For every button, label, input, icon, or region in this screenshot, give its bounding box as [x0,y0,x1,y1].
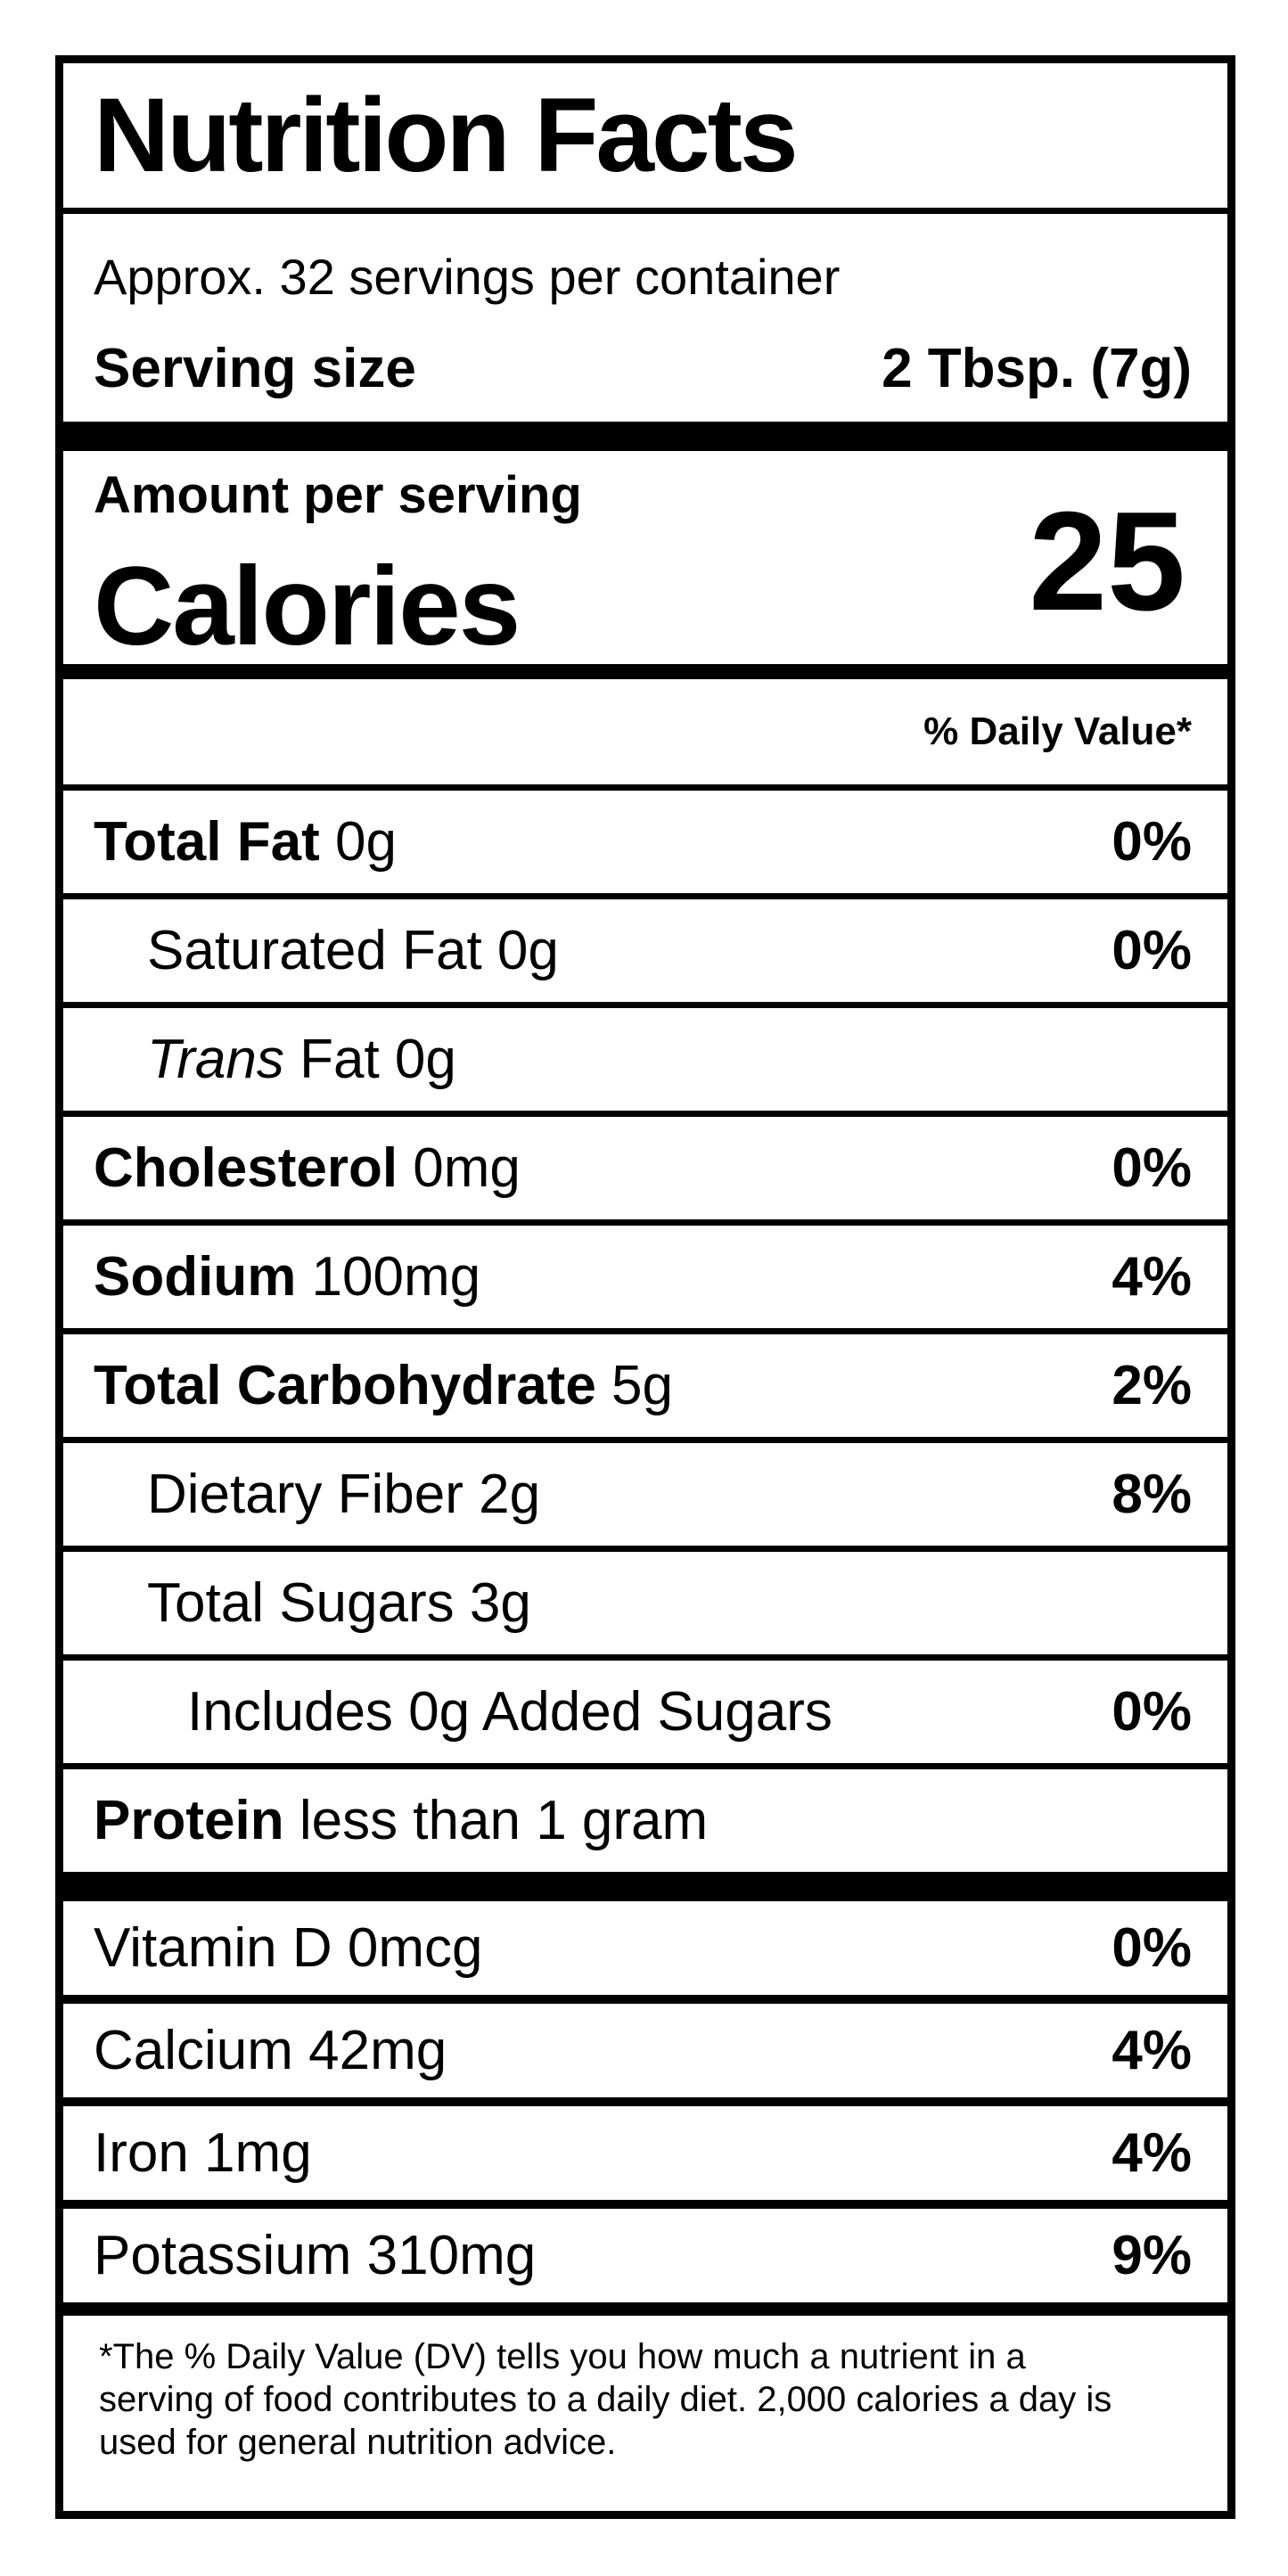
row-divider [63,2200,1227,2209]
nutrient-name-part: Calcium 42mg [94,2020,447,2081]
nutrient-name: Protein less than 1 gram [94,1789,708,1852]
nutrient-name-part: 0g [319,811,397,873]
nutrient-row: Iron 1mg 4% [63,2106,1227,2200]
nutrient-row: Protein less than 1 gram [63,1769,1227,1872]
row-divider [63,1219,1227,1226]
serving-size-label: Serving size [94,338,416,399]
nutrient-name: Cholesterol 0mg [94,1136,521,1200]
nutrient-row: Total Sugars 3g [63,1552,1227,1654]
nutrient-name: Trans Fat 0g [147,1028,456,1091]
nutrient-name: Potassium 310mg [94,2224,536,2287]
nutrient-row: Dietary Fiber 2g 8% [63,1443,1227,1546]
nutrient-daily-value: 0% [1112,811,1192,873]
nutrient-daily-value: 9% [1112,2225,1192,2286]
nutrient-row: Calcium 42mg 4% [63,2004,1227,2097]
nutrient-daily-value: 0% [1112,920,1192,981]
nutrient-name: Includes 0g Added Sugars [187,1680,833,1743]
nutrient-name-part: Iron 1mg [94,2122,312,2184]
nutrient-name: Total Sugars 3g [147,1571,531,1635]
row-divider [63,1002,1227,1008]
daily-value-header: % Daily Value* [923,710,1192,753]
nutrient-name: Saturated Fat 0g [147,919,559,982]
serving-size-value: 2 Tbsp. (7g) [882,338,1192,399]
nutrient-name-part: Protein [94,1790,284,1851]
nutrient-row: Total Carbohydrate 5g 2% [63,1334,1227,1437]
title-section: Nutrition Facts [63,63,1227,208]
row-divider [63,1995,1227,2004]
nutrient-name: Iron 1mg [94,2121,312,2185]
nutrient-name-part: Saturated Fat 0g [147,920,559,981]
nutrient-name-part: Includes 0g Added Sugars [187,1681,833,1743]
row-divider [63,2097,1227,2106]
row-divider [63,1654,1227,1661]
nutrient-daily-value: 2% [1112,1355,1192,1416]
nutrient-name-part: less than 1 gram [283,1790,709,1851]
row-divider [63,1437,1227,1443]
nutrient-row: Total Fat 0g 0% [63,791,1227,893]
row-divider [63,1763,1227,1769]
nutrient-daily-value: 0% [1112,1137,1192,1199]
nutrient-name-part: 0mg [398,1137,521,1199]
nutrient-row: Includes 0g Added Sugars 0% [63,1661,1227,1763]
nutrient-row: Vitamin D 0mcg 0% [63,1901,1227,1995]
nutrient-name-part: Trans [147,1029,284,1090]
calories-label: Calories [94,545,521,669]
nutrient-daily-value: 0% [1112,1917,1192,1979]
nutrient-name-part: Vitamin D 0mcg [94,1917,483,1979]
nutrient-daily-value: 4% [1112,1246,1192,1308]
footnote-section: *The % Daily Value (DV) tells you how mu… [63,2316,1227,2511]
protein-vitamins-divider [63,1872,1227,1901]
nutrient-name-part: Dietary Fiber 2g [147,1464,541,1525]
serving-section: Approx. 32 servings per container Servin… [63,214,1227,422]
dv-header-divider [63,784,1227,791]
row-divider [63,1328,1227,1334]
title-divider [63,208,1227,214]
nutrient-name-part: Cholesterol [94,1137,398,1199]
nutrient-daily-value: 8% [1112,1464,1192,1525]
nutrient-name-part: Fat 0g [283,1029,456,1090]
row-divider [63,893,1227,899]
micronutrient-rows: Vitamin D 0mcg 0% Calcium 42mg 4% Iron 1… [63,1901,1227,2302]
nutrient-name: Dietary Fiber 2g [147,1463,540,1526]
nutrient-daily-value: 4% [1112,2020,1192,2081]
nutrient-name-part: Total Fat [94,811,320,873]
nutrient-name-part: Total Carbohydrate [94,1355,596,1416]
calories-dv-divider [63,664,1227,679]
daily-value-header-row: % Daily Value* [63,679,1227,784]
footnote-divider [63,2302,1227,2316]
nutrient-name-part: Total Sugars 3g [147,1572,531,1634]
daily-value-footnote: *The % Daily Value (DV) tells you how mu… [99,2337,1112,2462]
label-title: Nutrition Facts [94,77,799,194]
macronutrient-rows: Total Fat 0g 0% Saturated Fat 0g 0% Tran… [63,791,1227,1872]
calories-value: 25 [1029,482,1185,640]
nutrient-row: Sodium 100mg 4% [63,1226,1227,1328]
nutrient-name: Calcium 42mg [94,2019,447,2082]
nutrient-name: Sodium 100mg [94,1245,480,1309]
nutrient-daily-value: 4% [1112,2122,1192,2184]
nutrient-name-part: 5g [595,1355,674,1416]
nutrient-name-part: Sodium [94,1246,297,1308]
nutrient-row: Potassium 310mg 9% [63,2209,1227,2302]
amount-per-serving-label: Amount per serving [94,466,582,524]
nutrient-row: Saturated Fat 0g 0% [63,899,1227,1002]
nutrient-name: Vitamin D 0mcg [94,1916,482,1980]
row-divider [63,1111,1227,1117]
servings-per-container: Approx. 32 servings per container [94,249,841,305]
serving-calories-divider [63,422,1227,451]
nutrient-name: Total Fat 0g [94,810,397,874]
serving-size-row: Serving size 2 Tbsp. (7g) [94,337,1192,400]
nutrient-row: Trans Fat 0g [63,1008,1227,1111]
calories-section: Amount per serving Calories 25 [63,451,1227,664]
row-divider [63,1546,1227,1552]
nutrient-name-part: Potassium 310mg [94,2225,537,2286]
nutrient-name: Total Carbohydrate 5g [94,1354,673,1417]
nutrient-daily-value: 0% [1112,1681,1192,1743]
nutrition-facts-label: Nutrition Facts Approx. 32 servings per … [55,55,1235,2519]
nutrient-row: Cholesterol 0mg 0% [63,1117,1227,1219]
nutrient-name-part: 100mg [296,1246,481,1308]
